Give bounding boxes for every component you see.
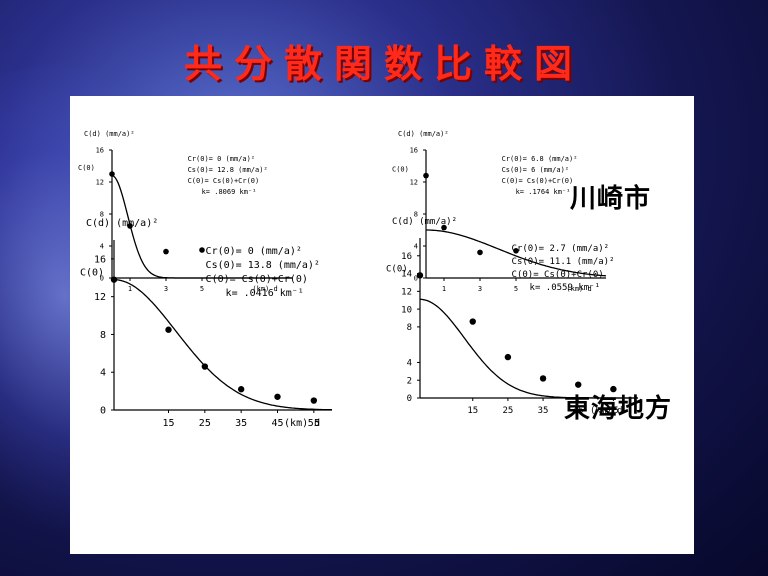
- x-tick-label: 1: [128, 285, 132, 293]
- y-tick-label: 16: [410, 146, 418, 154]
- x-axis-label: (km) d: [252, 285, 277, 293]
- y-axis-label: C(d) (mm/a)²: [392, 217, 457, 227]
- fitted-curve: [419, 298, 638, 399]
- c0-label: C(0): [392, 166, 409, 174]
- y-tick-label: 2: [407, 376, 412, 386]
- c0-label: C(0): [386, 264, 408, 274]
- parameter-note: Cr(0)= 0 (mm/a)²: [206, 246, 302, 257]
- y-tick-label: 10: [401, 305, 412, 315]
- x-tick-label: 25: [502, 406, 513, 416]
- y-tick-label: 4: [407, 359, 412, 369]
- y-tick-label: 8: [407, 323, 412, 333]
- parameter-note: Cr(0)= 2.7 (mm/a)²: [512, 244, 610, 254]
- y-tick-label: 16: [401, 252, 412, 262]
- x-axis-label: (km) d: [566, 285, 591, 293]
- y-tick-label: 0: [414, 274, 418, 282]
- y-tick-label: 12: [410, 178, 418, 186]
- data-point: [610, 385, 617, 393]
- parameter-note: Cr(0)= 6.8 (mm/a)²: [502, 155, 578, 163]
- y-tick-label: 12: [401, 287, 412, 297]
- c0-label: C(0): [80, 268, 104, 279]
- chart-panel: 0 4 8 12 16 1 3 5 C(d) (mm/a)² (km) d C(0) Cr(0)= 0…: [70, 96, 694, 554]
- y-tick-label: 14: [401, 270, 412, 280]
- parameter-note: k= .0416 km⁻¹: [226, 288, 304, 299]
- parameter-note: k= .8069 km⁻¹: [202, 188, 257, 196]
- data-point: [513, 248, 519, 254]
- parameter-note: Cs(0)= 11.1 (mm/a)²: [512, 257, 615, 267]
- x-tick-label: 35: [235, 418, 247, 429]
- region-label-kawasaki: 川崎市: [570, 184, 652, 214]
- y-tick-label: 4: [100, 368, 106, 379]
- y-tick-label: 16: [96, 146, 104, 154]
- x-tick-label: 55: [608, 406, 619, 416]
- data-point: [469, 318, 476, 325]
- parameter-note: k= .0559 km⁻¹: [530, 283, 600, 293]
- parameter-note: Cs(0)= 12.8 (mm/a)²: [188, 166, 268, 174]
- y-axis-label: C(d) (mm/a)²: [86, 218, 158, 229]
- parameter-note: k= .1764 km⁻¹: [516, 188, 571, 196]
- data-point: [310, 397, 318, 404]
- slide-title: 共分散関数比較図: [183, 42, 584, 86]
- x-tick-label: 1: [442, 285, 446, 293]
- parameter-note: C(0)= Cs(0)+Cr(0): [188, 177, 260, 185]
- y-tick-label: 4: [414, 242, 418, 250]
- data-point: [423, 172, 429, 179]
- data-point: [274, 393, 281, 400]
- y-tick-label: 8: [100, 210, 104, 218]
- x-tick-label: 45: [573, 406, 584, 416]
- y-tick-label: 0: [100, 274, 104, 282]
- x-tick-label: 5: [200, 285, 204, 293]
- y-tick-label: 12: [94, 292, 106, 303]
- data-point: [165, 326, 172, 333]
- y-axis-label: C(d) (mm/a)²: [84, 130, 135, 138]
- x-tick-label: 15: [467, 406, 478, 416]
- parameter-note: Cs(0)= 6 (mm/a)²: [502, 166, 569, 174]
- data-point: [201, 363, 209, 370]
- x-axis-label: (km) d: [590, 406, 623, 416]
- x-tick-label: 15: [162, 418, 174, 429]
- y-tick-label: 0: [407, 394, 412, 404]
- x-tick-label: 3: [164, 285, 168, 293]
- fitted-curve: [426, 229, 607, 277]
- x-tick-label: 3: [478, 285, 482, 293]
- data-point: [539, 375, 547, 382]
- data-point: [416, 272, 424, 279]
- c0-label: C(0): [78, 164, 95, 172]
- y-tick-label: 8: [100, 330, 106, 341]
- x-tick-label: 25: [199, 418, 211, 429]
- data-point: [441, 224, 447, 231]
- data-point: [110, 276, 118, 283]
- data-point: [199, 247, 205, 253]
- data-point: [575, 381, 582, 388]
- data-point: [504, 353, 512, 361]
- y-tick-label: 12: [96, 178, 104, 186]
- x-axis-label: (km) d: [284, 418, 320, 429]
- fitted-curve: [111, 174, 292, 279]
- parameter-note: C(0)= Cs(0)+Cr(0): [206, 274, 308, 285]
- x-tick-label: 55: [308, 418, 320, 429]
- parameter-note: Cs(0)= 13.8 (mm/a)²: [206, 260, 320, 271]
- x-tick-label: 35: [538, 406, 549, 416]
- region-label-tokai: 東海地方: [564, 394, 673, 424]
- data-point: [477, 249, 483, 256]
- y-tick-label: 16: [94, 254, 106, 265]
- chart-kawasaki-1: 0 4 8 12 16 1 3 5 C(d) (mm/a)² (km) d C(0) Cr(0)= 0…: [78, 130, 292, 293]
- data-point: [163, 248, 169, 255]
- parameter-note: C(0)= Cs(0)+Cr(0): [512, 270, 604, 280]
- y-tick-label: 4: [100, 242, 104, 250]
- data-point: [109, 171, 115, 177]
- y-tick-label: 8: [414, 210, 418, 218]
- data-point: [237, 386, 245, 393]
- y-axis-label: C(d) (mm/a)²: [398, 130, 449, 138]
- x-tick-label: 45: [271, 418, 283, 429]
- chart-kawasaki-2: 0 4 8 12 16 1 3 5 C(d) (mm/a)² (km) d C(0) Cr(0)= 6…: [392, 130, 607, 293]
- parameter-note: Cr(0)= 0 (mm/a)²: [188, 155, 255, 163]
- y-tick-label: 0: [100, 406, 106, 417]
- data-point: [127, 223, 133, 229]
- parameter-note: C(0)= Cs(0)+Cr(0): [502, 177, 574, 185]
- fitted-curve: [114, 279, 332, 411]
- x-tick-label: 5: [514, 285, 518, 293]
